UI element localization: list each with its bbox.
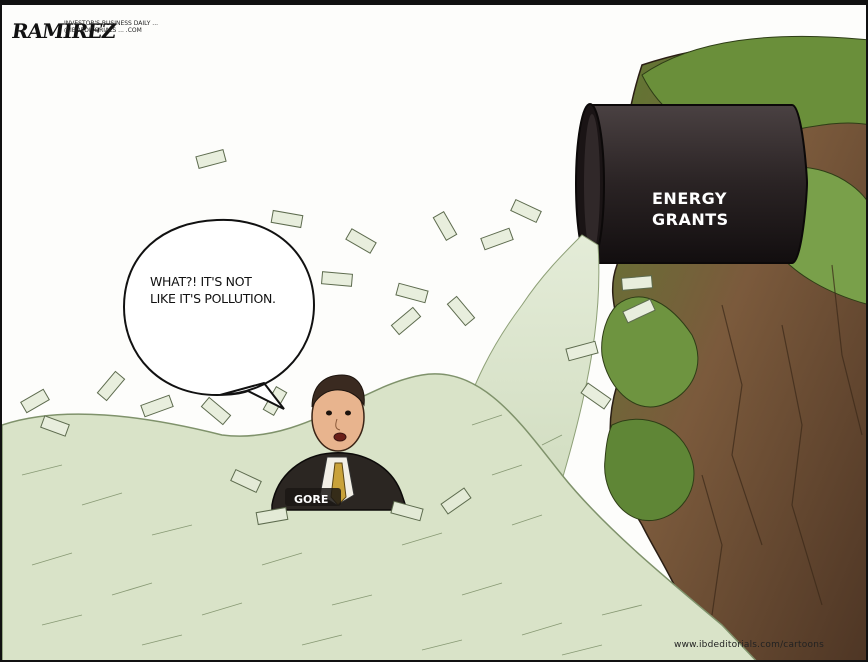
money-pile [2, 373, 757, 660]
credit-url: www.ibdeditorials.com/cartoons [674, 640, 824, 650]
flying-bills [20, 148, 656, 437]
foreground-bills [230, 468, 472, 526]
cartoon-illustration [2, 35, 866, 660]
gore-mouth [333, 432, 347, 442]
gore-figure [271, 374, 409, 511]
artist-subtext: INVESTOR'S BUSINESS DAILY ... @IBDEDITOR… [64, 20, 159, 34]
character-label: GORE [294, 493, 329, 506]
rock-cracks [701, 264, 863, 616]
pipe-label: ENERGY GRANTS [652, 189, 729, 229]
speech-bubble-text: WHAT?! IT'S NOT LIKE IT'S POLLUTION. [150, 274, 276, 306]
gore-hair [311, 374, 365, 408]
money-pile-texture [21, 414, 643, 656]
cliff-foliage-left [601, 296, 699, 408]
cliff-foliage-low [604, 418, 695, 522]
speech-bubble [122, 218, 316, 410]
energy-grants-pipe [589, 104, 809, 264]
